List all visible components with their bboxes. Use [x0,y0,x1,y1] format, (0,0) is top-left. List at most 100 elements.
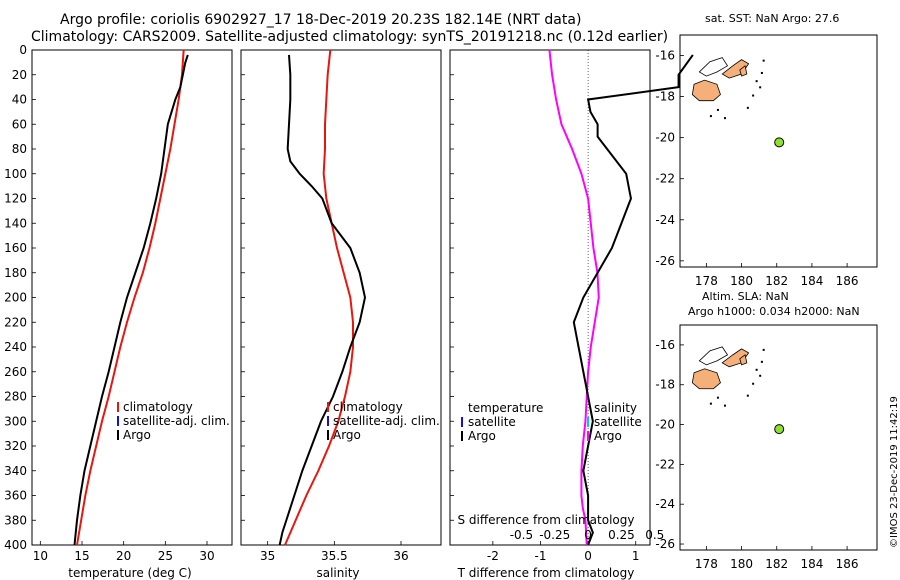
legend-label-satellite: satellite-adj. clim. [333,414,440,428]
depth-tick-label: 180 [4,266,27,280]
depth-tick-label: 100 [4,167,27,181]
x-tick-label: 35 [260,549,275,563]
small-island [746,394,749,397]
x-tick-label: 15 [74,549,89,563]
x-tick-label: 20 [116,549,131,563]
salinity-axes-box [240,49,442,546]
map-lon-label: 180 [730,274,753,288]
x-tick-label: 35.5 [321,549,348,563]
depth-tick-label: 280 [4,390,27,404]
depth-tick-label: 360 [4,489,27,503]
temperature-legend: climatology satellite-adj. clim. Argo [117,400,230,442]
map-bottom-title-line-2: Argo h1000: 0.034 h2000: NaN [688,305,860,318]
x-tick-label: 36 [393,549,408,563]
map-bottom-axes-box [679,324,878,551]
small-island [762,59,765,62]
depth-tick-label: 120 [4,192,27,206]
small-island [723,117,726,120]
depth-tick-label: 220 [4,315,27,329]
map-lon-label: 182 [765,557,788,571]
island-shape [691,368,721,390]
x-tick-label: -2 [487,549,499,563]
island-shape [698,346,729,366]
small-island [755,80,758,83]
map-bottom: 178 180 182 184 186 -16 -18 -20 -22 -24 -26 [655,324,878,571]
argo-float-marker [774,424,785,435]
small-island [760,71,763,74]
legend-label-sal-argo: Argo [594,429,622,443]
temperature-panel: 10 15 20 25 30 temperature (deg C) climatolo… [31,49,233,580]
legend-title-temperature: temperature [468,401,543,415]
island-shape [721,59,750,79]
temperature-climatology-line [76,49,185,546]
legend-label-climatology: climatology [123,400,193,414]
depth-tick-label: 140 [4,216,27,230]
legend-label-argo: Argo [123,428,151,442]
map-lat-label: -16 [655,338,675,352]
difference-axes-box [449,49,651,546]
map-lat-label: -22 [655,457,675,471]
map-lon-label: 178 [695,557,718,571]
island-shape [698,57,729,77]
small-island [760,360,763,363]
map-lon-label: 186 [836,557,859,571]
legend-label-argo: Argo [333,428,361,442]
x-tick-label: -1 [534,549,546,563]
map-lon-label: 184 [800,557,823,571]
map-lat-label: -20 [655,418,675,432]
depth-tick-label: 200 [4,291,27,305]
map-lon-label: 182 [765,274,788,288]
salinity-argo-line [278,54,367,546]
island-shape [691,79,721,102]
small-island [752,94,755,97]
depth-tick-label: 20 [12,68,27,82]
map-lat-label: -24 [655,497,675,511]
map-lon-label: 178 [695,274,718,288]
depth-tick-label: 260 [4,365,27,379]
map-lat-label: -18 [655,378,675,392]
map-top-axes-box [679,34,878,268]
legend-label-temp-argo: Argo [468,429,496,443]
depth-tick-label: 240 [4,340,27,354]
depth-tick-label: 400 [4,538,27,552]
argo-float-marker [774,137,785,148]
salinity-panel: 35 35.5 36 salinity climatology satellite-… [240,49,442,580]
island-shape [739,65,748,77]
depth-tick-label: 320 [4,439,27,453]
map-lon-label: 184 [800,274,823,288]
map-bottom-title-line-1: Altim. SLA: NaN [702,290,789,303]
small-island [716,396,719,399]
island-shape [721,348,750,368]
legend-label-sal-satellite: satellite [594,415,642,429]
small-island [762,348,765,351]
title-line-2: Climatology: CARS2009. Satellite-adjuste… [31,29,669,45]
s-diff-tick-label: 0.5 [645,528,664,542]
depth-tick-label: 340 [4,464,27,478]
x-tick-label: 1 [632,549,640,563]
s-diff-tick-label: 0 [584,528,592,542]
small-island [752,382,755,385]
depth-tick-label: 0 [19,43,27,57]
small-island [759,374,762,377]
difference-legend-temperature: temperature satellite Argo [461,401,543,443]
depth-tick-label: 60 [12,117,27,131]
depth-tick-label: 80 [12,142,27,156]
legend-label-climatology: climatology [333,400,403,414]
map-lat-label: -26 [655,537,675,551]
map-top-title: sat. SST: NaN Argo: 27.6 [705,12,840,25]
temperature-axes-box [31,49,233,546]
depth-tick-label: 380 [4,513,27,527]
temperature-difference-line [572,54,694,546]
depth-tick-label: 160 [4,241,27,255]
small-island [716,108,719,111]
salinity-difference-line [548,49,600,546]
x-tick-label: 10 [33,549,48,563]
small-island [709,115,712,118]
temperature-argo-line [73,54,189,546]
salinity-climatology-line [284,49,354,546]
x-tick-label: 30 [199,549,214,563]
difference-legend-salinity: salinity satellite Argo [587,401,642,443]
map-lat-label: -26 [655,254,675,268]
small-island [723,404,726,407]
